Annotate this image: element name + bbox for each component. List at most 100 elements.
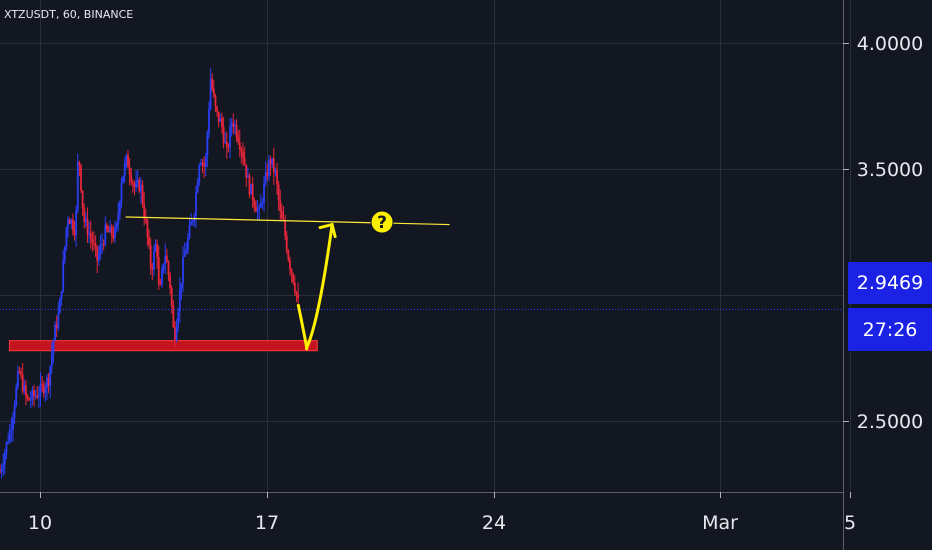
candle-body (224, 141, 227, 144)
candle-body (29, 399, 32, 401)
candle-body (263, 183, 265, 202)
candle-body (72, 219, 74, 231)
candle-body (271, 158, 274, 165)
candle-body (0, 468, 3, 472)
candle-body (59, 298, 61, 313)
candle-body (269, 159, 272, 165)
candle-body (135, 182, 137, 188)
candle-body (182, 256, 184, 284)
candle-body (268, 159, 270, 177)
candle-body (174, 327, 176, 342)
candle-body (277, 184, 280, 201)
candle-body (295, 291, 298, 295)
candles (0, 67, 299, 479)
candle-body (261, 201, 264, 203)
candle-body (156, 244, 159, 258)
candle-body (245, 164, 248, 178)
candle-body (106, 224, 108, 230)
candle-body (175, 326, 178, 342)
candle-body (75, 209, 78, 236)
candle-body (110, 226, 113, 236)
current-price-label: 2.9469 (848, 262, 932, 304)
candle-body (70, 219, 73, 224)
candle-body (122, 175, 125, 183)
candle-body (191, 220, 194, 222)
candle-body (190, 221, 193, 226)
candle-body (118, 202, 121, 214)
candle-body (46, 377, 48, 388)
candle-body (128, 167, 131, 175)
candle-body (162, 263, 165, 270)
candle-body (208, 109, 210, 134)
annotation-label: ? (377, 213, 387, 233)
symbol-label: XTZUSDT, 60, BINANCE (4, 8, 134, 21)
candle-body (109, 226, 112, 233)
candle-body (89, 232, 92, 238)
candle-body (153, 251, 155, 270)
candle-body (183, 253, 186, 257)
candle-body (62, 260, 65, 292)
candle-body (292, 273, 295, 283)
candle-body (188, 225, 191, 238)
candle-body (151, 267, 154, 270)
candle-body (157, 257, 160, 285)
candle-body (201, 162, 204, 164)
candle-body (73, 230, 76, 236)
candle-body (67, 219, 69, 228)
candle-body (195, 192, 197, 217)
candle-body (41, 383, 44, 385)
x-tick-label: Mar (702, 512, 738, 534)
candle-body (264, 172, 267, 184)
candle-body (10, 429, 13, 431)
candle-body (154, 244, 157, 252)
candle-body (7, 441, 9, 443)
candle-body (259, 202, 262, 208)
candle-body (237, 136, 240, 142)
candle-body (146, 220, 149, 237)
candle-body (280, 211, 283, 219)
candle-body (143, 203, 146, 218)
candle-body (297, 294, 299, 299)
candle-body (5, 442, 8, 453)
candle-body (285, 235, 288, 252)
y-tick-label: 3.5000 (857, 159, 923, 181)
candle-body (199, 162, 202, 165)
candle-body (279, 200, 282, 212)
annotation-marker (370, 210, 394, 234)
candle-body (293, 282, 296, 292)
candle-body (86, 218, 89, 235)
candle-body (97, 253, 100, 261)
candle-body (196, 182, 199, 193)
candle-body (115, 224, 118, 229)
candle-body (204, 157, 207, 167)
candle-body (238, 141, 241, 150)
candle-body (83, 208, 86, 222)
candle-body (165, 255, 168, 263)
candle-body (52, 340, 55, 354)
candle-body (235, 124, 238, 137)
candle-body (225, 141, 228, 147)
candle-body (114, 228, 116, 239)
y-tick-label: 2.5000 (857, 411, 923, 433)
candle-body (26, 395, 29, 399)
candle-body (80, 165, 82, 191)
candle-body (12, 417, 14, 430)
resistance-line (125, 216, 450, 226)
candle-body (102, 244, 105, 246)
candle-body (185, 250, 188, 254)
x-tick-label: 5 (844, 512, 856, 534)
candle-body (44, 387, 47, 394)
candle-body (198, 164, 201, 183)
candle-body (164, 255, 167, 264)
candle-body (289, 260, 291, 270)
candle-body (282, 218, 285, 221)
candle-body (221, 118, 223, 127)
x-tick-label: 24 (482, 512, 506, 534)
candle-body (123, 163, 126, 176)
candle-body (177, 311, 180, 327)
candle-body (253, 200, 256, 207)
candle-body (33, 390, 35, 396)
candle-body (112, 235, 115, 239)
